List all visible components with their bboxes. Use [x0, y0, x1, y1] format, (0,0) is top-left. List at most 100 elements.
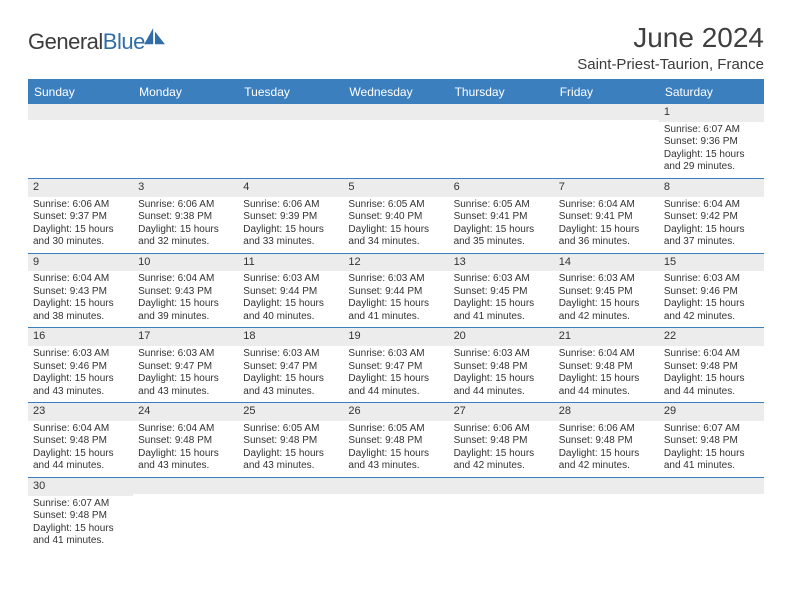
sunrise-text: Sunrise: 6:06 AM	[33, 199, 128, 212]
daylight-text: Daylight: 15 hours and 40 minutes.	[243, 298, 338, 323]
sunrise-text: Sunrise: 6:04 AM	[138, 273, 233, 286]
daylight-text: Daylight: 15 hours and 42 minutes.	[454, 448, 549, 473]
daylight-text: Daylight: 15 hours and 42 minutes.	[559, 298, 654, 323]
day-body: Sunrise: 6:06 AMSunset: 9:39 PMDaylight:…	[238, 197, 343, 253]
day-number: 23	[28, 403, 133, 421]
sunset-text: Sunset: 9:46 PM	[664, 286, 759, 299]
day-body: Sunrise: 6:04 AMSunset: 9:43 PMDaylight:…	[28, 271, 133, 327]
day-number: 20	[449, 328, 554, 346]
day-body: Sunrise: 6:06 AMSunset: 9:38 PMDaylight:…	[133, 197, 238, 253]
sunrise-text: Sunrise: 6:03 AM	[138, 348, 233, 361]
day-body: Sunrise: 6:05 AMSunset: 9:40 PMDaylight:…	[343, 197, 448, 253]
day-number	[554, 104, 659, 120]
daylight-text: Daylight: 15 hours and 41 minutes.	[454, 298, 549, 323]
calendar-day: 28Sunrise: 6:06 AMSunset: 9:48 PMDayligh…	[554, 403, 659, 477]
daylight-text: Daylight: 15 hours and 44 minutes.	[454, 373, 549, 398]
calendar-week: 23Sunrise: 6:04 AMSunset: 9:48 PMDayligh…	[28, 403, 764, 478]
calendar-day: 9Sunrise: 6:04 AMSunset: 9:43 PMDaylight…	[28, 254, 133, 328]
sunset-text: Sunset: 9:47 PM	[243, 361, 338, 374]
sunset-text: Sunset: 9:48 PM	[454, 361, 549, 374]
sunset-text: Sunset: 9:47 PM	[348, 361, 443, 374]
sunset-text: Sunset: 9:48 PM	[664, 435, 759, 448]
weekday-header: Monday	[133, 81, 238, 104]
sunrise-text: Sunrise: 6:03 AM	[454, 348, 549, 361]
daylight-text: Daylight: 15 hours and 32 minutes.	[138, 224, 233, 249]
day-number: 14	[554, 254, 659, 272]
sunrise-text: Sunrise: 6:03 AM	[33, 348, 128, 361]
logo: GeneralBlue	[28, 22, 166, 56]
day-number: 4	[238, 179, 343, 197]
daylight-text: Daylight: 15 hours and 41 minutes.	[348, 298, 443, 323]
calendar-day	[343, 104, 448, 178]
calendar-day: 10Sunrise: 6:04 AMSunset: 9:43 PMDayligh…	[133, 254, 238, 328]
sunset-text: Sunset: 9:43 PM	[33, 286, 128, 299]
day-body	[449, 120, 554, 162]
sunset-text: Sunset: 9:39 PM	[243, 211, 338, 224]
day-number: 16	[28, 328, 133, 346]
daylight-text: Daylight: 15 hours and 44 minutes.	[559, 373, 654, 398]
sunrise-text: Sunrise: 6:03 AM	[243, 273, 338, 286]
calendar-day	[659, 478, 764, 552]
day-body	[554, 120, 659, 162]
sunset-text: Sunset: 9:48 PM	[559, 361, 654, 374]
sunset-text: Sunset: 9:36 PM	[664, 136, 759, 149]
sunrise-text: Sunrise: 6:04 AM	[664, 199, 759, 212]
sunset-text: Sunset: 9:40 PM	[348, 211, 443, 224]
day-number	[659, 478, 764, 494]
day-body: Sunrise: 6:03 AMSunset: 9:47 PMDaylight:…	[238, 346, 343, 402]
calendar-day: 13Sunrise: 6:03 AMSunset: 9:45 PMDayligh…	[449, 254, 554, 328]
day-number: 22	[659, 328, 764, 346]
day-body: Sunrise: 6:05 AMSunset: 9:48 PMDaylight:…	[343, 421, 448, 477]
sunset-text: Sunset: 9:42 PM	[664, 211, 759, 224]
sunrise-text: Sunrise: 6:03 AM	[454, 273, 549, 286]
sunrise-text: Sunrise: 6:06 AM	[559, 423, 654, 436]
calendar-day: 23Sunrise: 6:04 AMSunset: 9:48 PMDayligh…	[28, 403, 133, 477]
daylight-text: Daylight: 15 hours and 44 minutes.	[348, 373, 443, 398]
day-body: Sunrise: 6:04 AMSunset: 9:43 PMDaylight:…	[133, 271, 238, 327]
calendar-week: 9Sunrise: 6:04 AMSunset: 9:43 PMDaylight…	[28, 254, 764, 329]
day-body: Sunrise: 6:06 AMSunset: 9:48 PMDaylight:…	[449, 421, 554, 477]
calendar-day	[449, 104, 554, 178]
day-body: Sunrise: 6:05 AMSunset: 9:48 PMDaylight:…	[238, 421, 343, 477]
logo-word2: Blue	[103, 29, 145, 54]
day-number: 30	[28, 478, 133, 496]
calendar-day: 4Sunrise: 6:06 AMSunset: 9:39 PMDaylight…	[238, 179, 343, 253]
calendar-day	[133, 478, 238, 552]
day-number: 25	[238, 403, 343, 421]
day-body: Sunrise: 6:03 AMSunset: 9:48 PMDaylight:…	[449, 346, 554, 402]
day-number: 7	[554, 179, 659, 197]
day-body	[659, 494, 764, 536]
day-body: Sunrise: 6:07 AMSunset: 9:48 PMDaylight:…	[28, 496, 133, 552]
calendar-day: 27Sunrise: 6:06 AMSunset: 9:48 PMDayligh…	[449, 403, 554, 477]
sunrise-text: Sunrise: 6:03 AM	[243, 348, 338, 361]
calendar-day	[449, 478, 554, 552]
calendar-day	[554, 478, 659, 552]
sunset-text: Sunset: 9:48 PM	[348, 435, 443, 448]
calendar-day: 20Sunrise: 6:03 AMSunset: 9:48 PMDayligh…	[449, 328, 554, 402]
day-number	[449, 104, 554, 120]
sunset-text: Sunset: 9:47 PM	[138, 361, 233, 374]
daylight-text: Daylight: 15 hours and 42 minutes.	[559, 448, 654, 473]
calendar-week: 30Sunrise: 6:07 AMSunset: 9:48 PMDayligh…	[28, 478, 764, 552]
sunrise-text: Sunrise: 6:04 AM	[559, 348, 654, 361]
title-block: June 2024 Saint-Priest-Taurion, France	[577, 22, 764, 73]
weekday-header: Thursday	[449, 81, 554, 104]
day-number: 2	[28, 179, 133, 197]
sunrise-text: Sunrise: 6:04 AM	[33, 273, 128, 286]
sunrise-text: Sunrise: 6:04 AM	[664, 348, 759, 361]
sunset-text: Sunset: 9:45 PM	[559, 286, 654, 299]
location: Saint-Priest-Taurion, France	[577, 56, 764, 73]
day-number: 12	[343, 254, 448, 272]
day-number	[343, 104, 448, 120]
day-body: Sunrise: 6:03 AMSunset: 9:45 PMDaylight:…	[449, 271, 554, 327]
day-number: 6	[449, 179, 554, 197]
calendar-day: 30Sunrise: 6:07 AMSunset: 9:48 PMDayligh…	[28, 478, 133, 552]
calendar-day: 25Sunrise: 6:05 AMSunset: 9:48 PMDayligh…	[238, 403, 343, 477]
sunset-text: Sunset: 9:48 PM	[33, 510, 128, 523]
day-number: 1	[659, 104, 764, 122]
day-body: Sunrise: 6:03 AMSunset: 9:45 PMDaylight:…	[554, 271, 659, 327]
calendar-day: 24Sunrise: 6:04 AMSunset: 9:48 PMDayligh…	[133, 403, 238, 477]
sunrise-text: Sunrise: 6:04 AM	[138, 423, 233, 436]
day-number	[343, 478, 448, 494]
sunset-text: Sunset: 9:48 PM	[559, 435, 654, 448]
